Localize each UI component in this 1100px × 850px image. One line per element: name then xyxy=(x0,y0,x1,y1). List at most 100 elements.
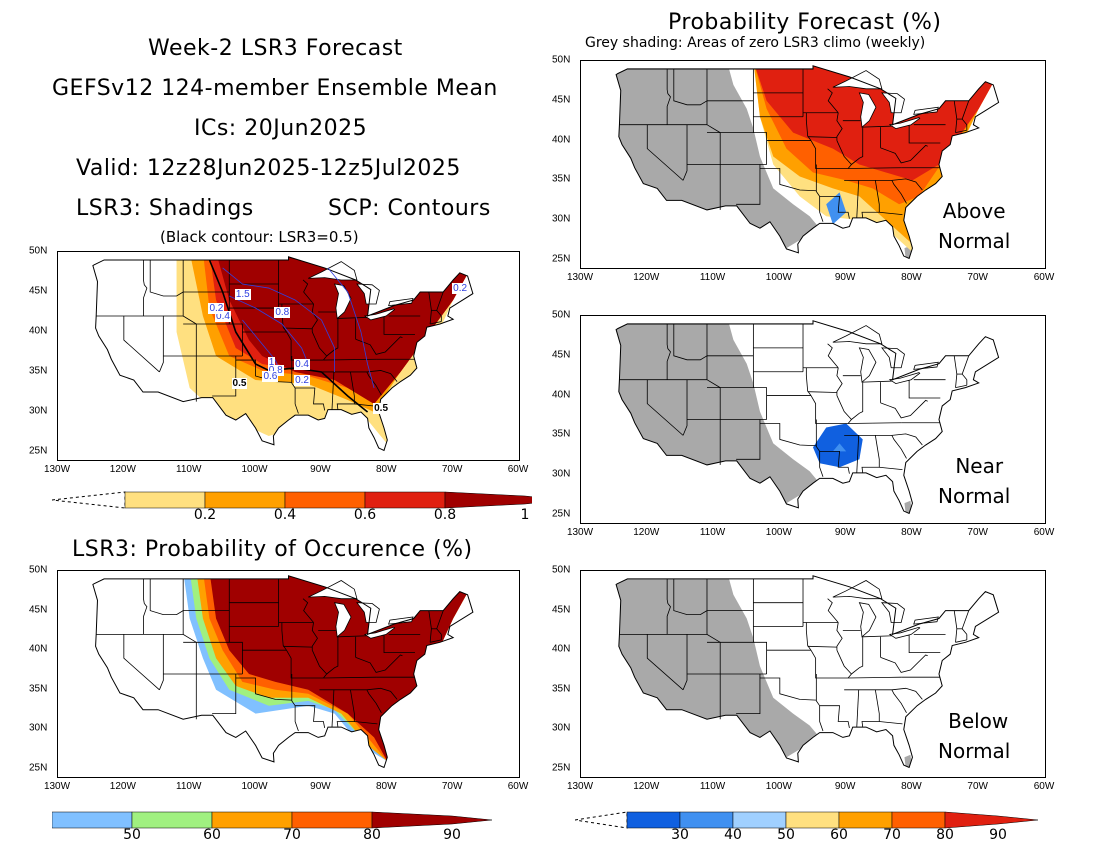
state-boundary xyxy=(143,259,148,317)
lon-tick-label: 60W xyxy=(1033,781,1055,792)
state-boundary xyxy=(879,721,903,725)
great-lake xyxy=(356,283,380,305)
scp-contour xyxy=(229,295,309,365)
state-boundary xyxy=(961,100,970,125)
state-boundary xyxy=(666,323,671,380)
above-normal-map xyxy=(580,60,1046,269)
lat-tick-label: 50N xyxy=(552,54,571,66)
colorbar-segment xyxy=(444,491,532,509)
great-lake xyxy=(913,361,939,370)
state-boundary xyxy=(149,578,184,615)
state-boundary xyxy=(891,180,907,204)
state-boundary xyxy=(856,180,860,218)
lat-tick-label: 45N xyxy=(552,94,571,106)
state-boundary xyxy=(955,384,967,389)
state-boundary xyxy=(848,676,902,679)
lat-tick-label: 30N xyxy=(552,722,571,734)
near-shade-40 xyxy=(832,443,847,452)
state-boundary xyxy=(856,689,860,728)
lon-tick-label: 60W xyxy=(507,781,529,792)
state-boundary xyxy=(666,68,671,125)
contour-value-label: 0.5 xyxy=(373,403,390,414)
lon-tick-label: 80W xyxy=(376,464,397,475)
state-boundary xyxy=(143,578,148,635)
state-boundary xyxy=(851,636,864,675)
great-lake xyxy=(858,347,877,383)
lat-tick-label: 35N xyxy=(552,428,571,440)
state-boundary xyxy=(235,359,292,383)
colorbar-segment xyxy=(291,811,373,829)
state-boundary xyxy=(311,650,328,679)
state-boundary xyxy=(891,689,907,713)
state-boundary xyxy=(805,622,812,651)
map-near-svg xyxy=(615,320,1000,515)
lat-tick-label: 30N xyxy=(29,405,48,417)
state-boundary xyxy=(752,68,768,165)
contour-value-label: 1.5 xyxy=(234,288,251,300)
occurrence-title: LSR3: Probability of Occurence (%) xyxy=(72,537,473,562)
state-boundary xyxy=(815,674,824,732)
lat-tick-label: 40N xyxy=(29,325,48,337)
lon-tick-label: 70W xyxy=(441,781,463,792)
state-boundary xyxy=(212,674,237,715)
state-boundary xyxy=(836,112,843,141)
colorbar-tick-label: 70 xyxy=(883,827,901,843)
state-boundary xyxy=(182,259,197,402)
prob-forecast-subtitle: Grey shading: Areas of zero LSR3 climo (… xyxy=(585,35,926,51)
state-boundary xyxy=(807,391,837,393)
lon-tick-label: 100W xyxy=(765,272,792,283)
lat-tick-label: 45N xyxy=(29,285,48,297)
great-lake xyxy=(858,602,877,638)
lon-tick-label: 130W xyxy=(43,781,71,792)
state-boundary xyxy=(311,331,328,361)
colorbar-low-end xyxy=(52,491,126,509)
state-boundary xyxy=(736,164,761,205)
probability-colorbar xyxy=(575,811,1039,829)
colorbar-segment xyxy=(944,811,1039,829)
header-shadings: LSR3: Shadings xyxy=(76,196,254,221)
state-boundary xyxy=(810,650,849,679)
colorbar-segment xyxy=(284,491,366,509)
occurrence-colorbar xyxy=(52,811,493,829)
state-boundary xyxy=(805,112,812,141)
lon-tick-label: 90W xyxy=(834,527,856,538)
lon-tick-label: 80W xyxy=(901,272,922,283)
colorbar-tick-label: 40 xyxy=(724,827,742,843)
contour-value-label: 0.8 xyxy=(274,307,291,318)
state-boundary xyxy=(759,168,817,192)
below-normal-map xyxy=(580,570,1046,778)
lon-tick-label: 120W xyxy=(633,527,660,538)
lat-tick-label: 40N xyxy=(552,643,571,655)
lon-tick-label: 130W xyxy=(566,272,594,283)
header-black-contour: (Black contour: LSR3=0.5) xyxy=(160,228,359,246)
near-line1: Near xyxy=(955,454,1004,478)
state-boundary xyxy=(908,379,941,399)
state-boundary xyxy=(819,705,850,728)
us-coastline xyxy=(615,575,1000,769)
state-boundary xyxy=(286,650,324,679)
state-boundary xyxy=(807,645,837,648)
lat-tick-label: 25N xyxy=(552,762,571,774)
colorbar-tick-label: 60 xyxy=(830,827,848,843)
state-boundary xyxy=(311,622,318,651)
colorbar-tick-label: 60 xyxy=(203,827,221,843)
state-boundary xyxy=(354,721,378,725)
lat-tick-label: 50N xyxy=(552,564,571,576)
great-lake xyxy=(913,616,939,625)
lsr3-map xyxy=(57,251,520,461)
occurrence-map xyxy=(57,570,520,778)
state-boundary xyxy=(736,419,761,460)
state-boundary xyxy=(955,639,967,643)
lon-tick-label: 70W xyxy=(967,781,988,792)
header-valid: Valid: 12z28Jun2025-12z5Jul2025 xyxy=(76,156,461,181)
occ-shade-90 xyxy=(209,575,473,762)
lat-tick-label: 40N xyxy=(552,134,571,146)
great-lake xyxy=(888,626,921,639)
lat-tick-label: 30N xyxy=(552,213,571,225)
lat-tick-label: 25N xyxy=(552,508,571,520)
contour-value-label: 1 xyxy=(267,356,276,368)
lon-tick-label: 70W xyxy=(967,272,988,283)
lat-tick-label: 25N xyxy=(552,253,571,265)
colorbar-tick-label: 80 xyxy=(363,827,381,843)
lat-tick-label: 50N xyxy=(29,245,48,257)
